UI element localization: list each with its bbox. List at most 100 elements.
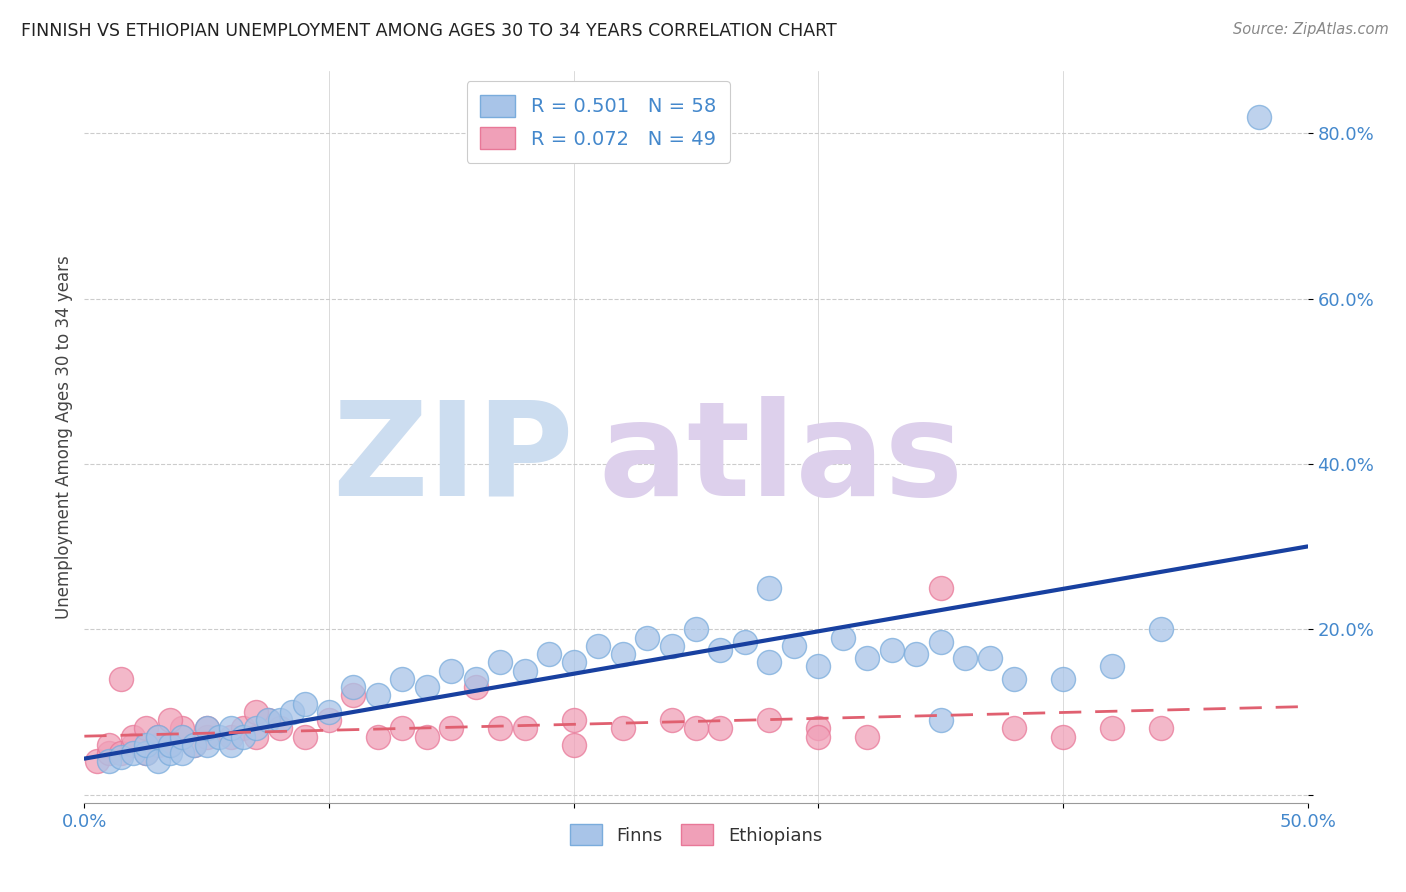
Point [219, 730, 242, 744]
Point [880, 643, 903, 657]
Point [464, 680, 486, 694]
Point [110, 746, 132, 760]
Point [464, 672, 486, 686]
Point [391, 722, 413, 736]
Point [807, 659, 830, 673]
Point [1101, 659, 1123, 673]
Point [122, 746, 145, 760]
Y-axis label: Unemployment Among Ages 30 to 34 years: Unemployment Among Ages 30 to 34 years [55, 255, 73, 619]
Point [245, 722, 267, 736]
Point [208, 730, 231, 744]
Point [562, 713, 585, 727]
Point [172, 722, 194, 736]
Point [905, 647, 928, 661]
Point [269, 722, 291, 736]
Text: ZIP: ZIP [332, 395, 574, 523]
Point [257, 713, 280, 727]
Point [612, 722, 634, 736]
Point [195, 722, 218, 736]
Point [318, 705, 340, 719]
Point [367, 730, 389, 744]
Point [342, 689, 364, 703]
Point [953, 651, 976, 665]
Point [685, 722, 707, 736]
Point [929, 713, 952, 727]
Point [219, 738, 242, 752]
Point [856, 651, 879, 665]
Point [685, 622, 707, 636]
Point [758, 581, 780, 595]
Point [416, 730, 439, 744]
Point [195, 730, 218, 744]
Point [135, 722, 157, 736]
Point [146, 738, 169, 752]
Point [1247, 110, 1270, 124]
Point [183, 738, 205, 752]
Text: FINNISH VS ETHIOPIAN UNEMPLOYMENT AMONG AGES 30 TO 34 YEARS CORRELATION CHART: FINNISH VS ETHIOPIAN UNEMPLOYMENT AMONG … [21, 22, 837, 40]
Point [979, 651, 1001, 665]
Point [929, 634, 952, 648]
Point [318, 713, 340, 727]
Point [1002, 672, 1025, 686]
Point [146, 730, 169, 744]
Point [1101, 722, 1123, 736]
Point [831, 631, 853, 645]
Point [232, 730, 254, 744]
Point [159, 746, 181, 760]
Point [1150, 722, 1173, 736]
Point [232, 722, 254, 736]
Point [709, 643, 731, 657]
Point [110, 750, 132, 764]
Point [416, 680, 439, 694]
Point [172, 746, 194, 760]
Point [758, 655, 780, 669]
Point [122, 730, 145, 744]
Point [1052, 730, 1074, 744]
Point [440, 664, 463, 678]
Point [929, 581, 952, 595]
Point [219, 722, 242, 736]
Point [489, 655, 512, 669]
Text: Source: ZipAtlas.com: Source: ZipAtlas.com [1233, 22, 1389, 37]
Point [636, 631, 658, 645]
Point [661, 639, 683, 653]
Point [294, 730, 316, 744]
Point [135, 746, 157, 760]
Point [1052, 672, 1074, 686]
Point [172, 730, 194, 744]
Point [783, 639, 806, 653]
Point [146, 730, 169, 744]
Point [159, 738, 181, 752]
Point [513, 722, 536, 736]
Point [110, 672, 132, 686]
Point [807, 730, 830, 744]
Point [342, 680, 364, 694]
Point [440, 722, 463, 736]
Point [159, 738, 181, 752]
Point [97, 746, 120, 760]
Text: atlas: atlas [598, 395, 963, 523]
Point [1150, 622, 1173, 636]
Point [135, 746, 157, 760]
Legend: Finns, Ethiopians: Finns, Ethiopians [562, 817, 830, 852]
Point [159, 713, 181, 727]
Point [195, 722, 218, 736]
Point [86, 755, 108, 769]
Point [183, 738, 205, 752]
Point [269, 713, 291, 727]
Point [172, 730, 194, 744]
Point [709, 722, 731, 736]
Point [612, 647, 634, 661]
Point [122, 738, 145, 752]
Point [489, 722, 512, 736]
Point [661, 713, 683, 727]
Point [562, 738, 585, 752]
Point [562, 655, 585, 669]
Point [758, 713, 780, 727]
Point [281, 705, 304, 719]
Point [367, 689, 389, 703]
Point [586, 639, 609, 653]
Point [146, 755, 169, 769]
Point [856, 730, 879, 744]
Point [135, 738, 157, 752]
